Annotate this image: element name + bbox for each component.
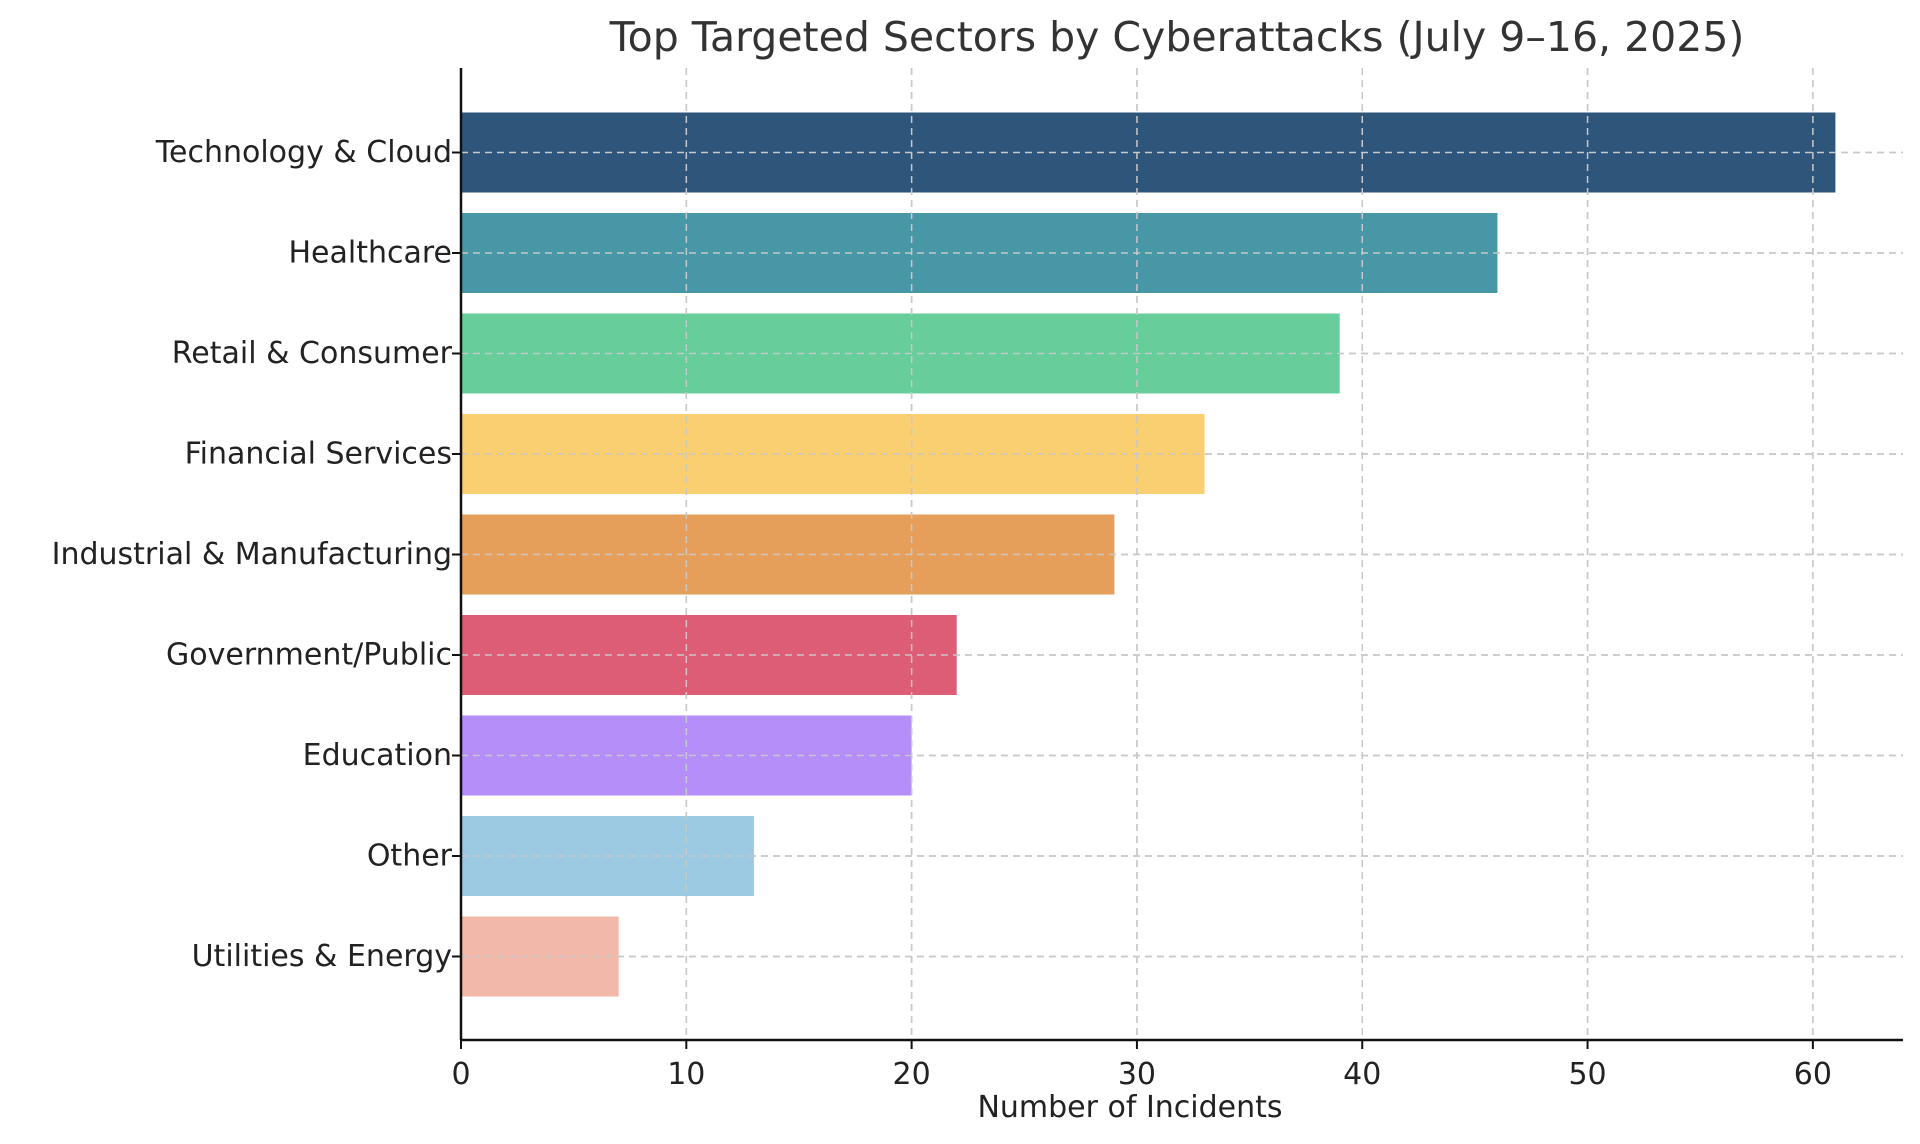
x-tick-label-0: 0	[451, 1057, 470, 1092]
y-tick-labels: Technology & Cloud Healthcare Retail & Con…	[52, 135, 461, 974]
y-tick-label-other: Other	[367, 839, 453, 874]
x-tick-label-30: 30	[1118, 1057, 1156, 1092]
y-tick-label-utilities-energy: Utilities & Energy	[192, 939, 452, 974]
y-tick-label-technology-cloud: Technology & Cloud	[155, 135, 452, 170]
x-axis-label: Number of Incidents	[977, 1090, 1282, 1125]
y-tick-label-education: Education	[303, 738, 452, 773]
y-tick-label-healthcare: Healthcare	[288, 236, 452, 271]
x-tick-label-10: 10	[667, 1057, 705, 1092]
x-ticks: 0 10 20 30 40 50 60	[451, 1040, 1832, 1092]
y-tick-label-retail-consumer: Retail & Consumer	[172, 336, 453, 371]
y-tick-label-industrial-manufacturing: Industrial & Manufacturing	[52, 537, 452, 572]
x-tick-label-50: 50	[1568, 1057, 1606, 1092]
y-tick-label-government-public: Government/Public	[166, 638, 452, 673]
y-tick-label-financial-services: Financial Services	[185, 437, 452, 472]
x-tick-label-60: 60	[1794, 1057, 1832, 1092]
bars	[460, 68, 1903, 1040]
chart-title: Top Targeted Sectors by Cyberattacks (Ju…	[609, 13, 1745, 61]
x-tick-label-40: 40	[1343, 1057, 1381, 1092]
x-tick-label-20: 20	[893, 1057, 931, 1092]
